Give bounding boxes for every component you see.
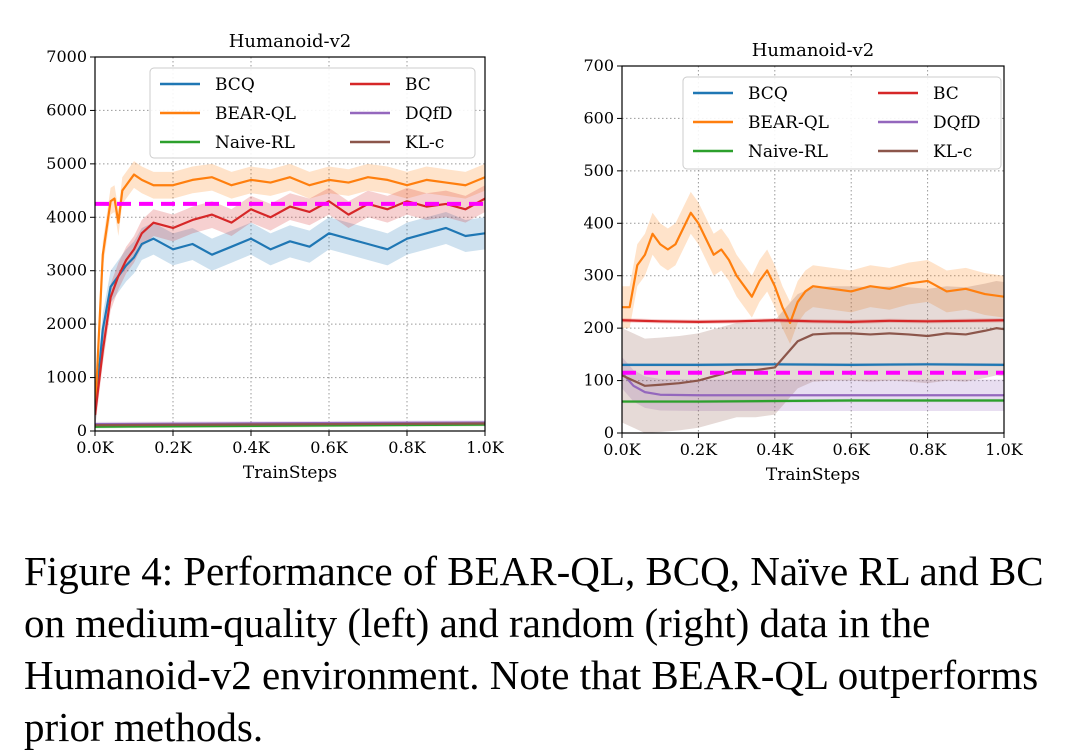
band-bcq bbox=[95, 211, 485, 431]
x-tick-label: 0.8K bbox=[388, 438, 426, 457]
y-tick-label: 4000 bbox=[46, 207, 87, 226]
chart-right: 0.0K 0.2K 0.4K 0.6K 0.8K 1.0K 0 100 200 300 400 500… bbox=[583, 40, 1023, 485]
series-line-naive-rl bbox=[622, 399, 1004, 403]
y-tick-label: 7000 bbox=[46, 47, 87, 66]
y-tick-label: 300 bbox=[583, 266, 614, 285]
legend-label-bcq: BCQ bbox=[215, 75, 255, 95]
band-dqfd bbox=[622, 356, 1004, 411]
legend-box bbox=[682, 76, 1002, 170]
figure-caption-text: Performance of BEAR-QL, BCQ, Naïve RL an… bbox=[24, 548, 1044, 750]
y-tick-label: 200 bbox=[583, 318, 614, 337]
legend-label-dqfd: DQfD bbox=[933, 113, 981, 133]
y-tick-label: 500 bbox=[583, 161, 614, 180]
figure-label: Figure 4: bbox=[24, 548, 174, 594]
y-tick-label: 100 bbox=[583, 371, 614, 390]
x-tick-label: 1.0K bbox=[466, 438, 504, 457]
figure-caption: Figure 4: Performance of BEAR-QL, BCQ, Na… bbox=[24, 545, 1064, 753]
series-line-bcq bbox=[622, 363, 1004, 366]
plot-area bbox=[95, 161, 485, 431]
plot-frame bbox=[94, 56, 486, 432]
x-axis-label: TrainSteps bbox=[243, 463, 337, 483]
series-line-bcq bbox=[95, 226, 485, 416]
chart-title: Humanoid-v2 bbox=[752, 40, 875, 61]
series-line-naive-rl bbox=[95, 423, 485, 428]
y-tick-label: 6000 bbox=[46, 100, 87, 119]
y-tick-label: 0 bbox=[77, 421, 87, 440]
series-line-kl-c bbox=[95, 422, 485, 427]
x-tick-label: 0.0K bbox=[76, 438, 114, 457]
figure: 0.0K 0.2K 0.4K 0.6K 0.8K 1.0K0100020003000400… bbox=[46, 31, 1023, 485]
x-tick-label: 0.2K bbox=[154, 438, 192, 457]
y-tick-label: 400 bbox=[583, 213, 614, 232]
x-tick-label: 0.2K bbox=[680, 440, 718, 459]
chart-left: 0.0K 0.2K 0.4K 0.6K 0.8K 1.0K 0 1000 2000 3000 400… bbox=[46, 31, 504, 483]
legend-label-bc: BC bbox=[405, 75, 431, 95]
series-line-bear-ql bbox=[95, 173, 485, 416]
x-tick-label: 0.4K bbox=[756, 440, 794, 459]
legend-label-kl-c: KL-c bbox=[405, 133, 444, 153]
legend-label-bear-ql: BEAR-QL bbox=[748, 113, 829, 133]
legend-label-naive-rl: Naive-RL bbox=[215, 133, 295, 153]
x-tick-label: 0.8K bbox=[909, 440, 947, 459]
band-bc bbox=[95, 185, 485, 429]
plot-frame bbox=[621, 65, 1005, 434]
y-tick-label: 3000 bbox=[46, 261, 87, 280]
x-axis-label: TrainSteps bbox=[766, 465, 860, 485]
legend-label-kl-c: KL-c bbox=[933, 142, 972, 162]
x-tick-label: 0.6K bbox=[310, 438, 348, 457]
series-line-bear-ql bbox=[622, 211, 1004, 324]
y-tick-label: 1000 bbox=[46, 368, 87, 387]
series-line-dqfd bbox=[622, 371, 1004, 397]
y-tick-label: 5000 bbox=[46, 154, 87, 173]
legend-left: BCQ BC BEAR-QL DQfD Naive-RL KL-c bbox=[149, 67, 476, 159]
x-tick-label: 0.4K bbox=[232, 438, 270, 457]
legend-label-bcq: BCQ bbox=[748, 84, 788, 104]
series-line-kl-c bbox=[622, 327, 1004, 387]
y-tick-label: 0 bbox=[604, 423, 614, 442]
series-line-bc bbox=[622, 319, 1004, 323]
plot-area bbox=[622, 191, 1004, 433]
legend-box bbox=[149, 67, 476, 159]
legend-right: BCQ BC BEAR-QL DQfD Naive-RL KL-c bbox=[682, 76, 1002, 170]
legend-label-bear-ql: BEAR-QL bbox=[215, 104, 296, 124]
chart-title: Humanoid-v2 bbox=[229, 31, 352, 52]
x-tick-label: 1.0K bbox=[985, 440, 1023, 459]
legend-label-naive-rl: Naive-RL bbox=[748, 142, 828, 162]
y-tick-label: 2000 bbox=[46, 314, 87, 333]
legend-label-bc: BC bbox=[933, 84, 959, 104]
band-bear-ql bbox=[622, 191, 1004, 344]
y-tick-label: 600 bbox=[583, 108, 614, 127]
x-tick-label: 0.0K bbox=[603, 440, 641, 459]
series-line-bc bbox=[95, 197, 485, 416]
y-tick-label: 700 bbox=[583, 56, 614, 75]
legend-label-dqfd: DQfD bbox=[405, 104, 453, 124]
x-tick-label: 0.6K bbox=[832, 440, 870, 459]
band-bear-ql bbox=[95, 161, 485, 429]
